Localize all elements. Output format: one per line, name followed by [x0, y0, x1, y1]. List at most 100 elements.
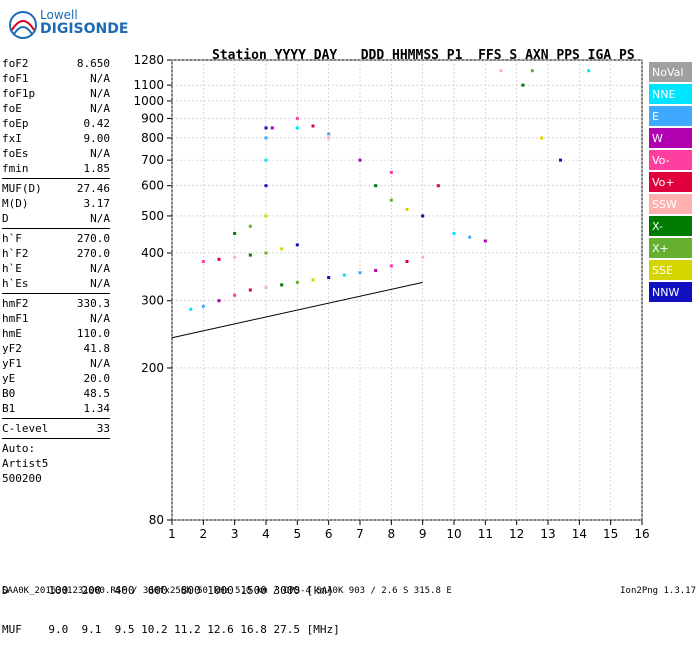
echo-point — [311, 278, 315, 282]
divider — [2, 228, 110, 229]
header-values: SaoLuis 2016 Oct27 301 231000 RSF 1 715 … — [212, 96, 619, 111]
param-name: hmF1 — [2, 312, 29, 325]
param-value: N/A — [90, 312, 110, 325]
param-name: D — [2, 212, 9, 225]
param-row: B1 1.34 — [2, 401, 110, 416]
legend-item: SSW — [649, 194, 692, 214]
parameters-panel: foF2 8.650 foF1 N/A foF1p N/A foE N/A foEp 0.42 fx… — [2, 56, 110, 486]
param-row: M(D) 3.17 — [2, 196, 110, 211]
param-name: foF2 — [2, 57, 29, 70]
legend-item: NoVal — [649, 62, 692, 82]
param-value: 0.42 — [83, 117, 111, 130]
distance-row: D 100 200 400 600 800 1000 1500 3000 [km… — [2, 584, 334, 597]
param-row: foEs N/A — [2, 146, 110, 161]
param-row: D N/A — [2, 211, 110, 226]
echo-point — [217, 299, 221, 303]
param-value: 41.8 — [83, 342, 111, 355]
divider — [2, 418, 110, 419]
param-row: fmin 1.85 — [2, 161, 110, 176]
y-tick-label: 800 — [141, 131, 164, 145]
y-tick-label: 900 — [141, 111, 164, 125]
param-value: N/A — [90, 72, 110, 85]
param-name: foF1p — [2, 87, 36, 100]
param-value: 8.650 — [76, 57, 110, 70]
param-name: yF2 — [2, 342, 22, 355]
echo-point — [248, 224, 252, 228]
x-tick-label: 13 — [540, 527, 555, 541]
header-labels: Station YYYY DAY DDD HHMMSS P1 FFS S AXN… — [212, 48, 635, 63]
y-tick-label: 700 — [141, 153, 164, 167]
param-value: N/A — [90, 277, 110, 290]
y-tick-label: 200 — [141, 361, 164, 375]
param-row: B0 48.5 — [2, 386, 110, 401]
params-group-virtual-heights: h`F 270.0 h`F2 270.0 h`E N/A h`Es N/A — [2, 231, 110, 291]
params-group-frequencies: foF2 8.650 foF1 N/A foF1p N/A foE N/A foEp 0.42 fx… — [2, 56, 110, 176]
autoscaling-notes: Auto: Artist5 500200 — [2, 441, 110, 486]
param-value: 270.0 — [76, 247, 110, 260]
x-tick-label: 6 — [325, 527, 333, 541]
y-tick-label: 1000 — [133, 94, 164, 108]
param-row: fxI 9.00 — [2, 131, 110, 146]
y-tick-label: 400 — [141, 246, 164, 260]
param-row: yE 20.0 — [2, 371, 110, 386]
param-value: 110.0 — [76, 327, 110, 340]
muf-table: D 100 200 400 600 800 1000 1500 3000 [km… — [2, 558, 340, 649]
echo-point — [264, 184, 268, 188]
echo-point — [217, 257, 221, 261]
echo-point — [280, 283, 284, 287]
param-value: 48.5 — [83, 387, 111, 400]
param-name: foF1 — [2, 72, 29, 85]
param-name: hmE — [2, 327, 22, 340]
param-name: foE — [2, 102, 22, 115]
x-tick-label: 16 — [634, 527, 649, 541]
param-row: hmE 110.0 — [2, 326, 110, 341]
legend-item: W — [649, 128, 692, 148]
echo-point — [405, 259, 409, 263]
param-name: fxI — [2, 132, 22, 145]
muf-row: MUF 9.0 9.1 9.5 10.2 11.2 12.6 16.8 27.5… — [2, 623, 340, 636]
y-tick-label: 1280 — [133, 53, 164, 67]
x-tick-label: 3 — [231, 527, 239, 541]
param-name: B1 — [2, 402, 16, 415]
param-row: h`F2 270.0 — [2, 246, 110, 261]
param-value: 3.17 — [83, 197, 111, 210]
echo-point — [327, 132, 331, 136]
legend-item: Vo- — [649, 150, 692, 170]
divider — [2, 293, 110, 294]
param-name: M(D) — [2, 197, 29, 210]
echo-point — [421, 255, 425, 259]
plot-area — [171, 59, 643, 521]
legend-item: X+ — [649, 238, 692, 258]
param-name: h`F2 — [2, 247, 29, 260]
x-tick-label: 9 — [419, 527, 427, 541]
param-row: C-level 33 — [2, 421, 110, 436]
param-name: C-level — [2, 422, 49, 435]
param-value: N/A — [90, 212, 110, 225]
x-tick-label: 10 — [446, 527, 461, 541]
param-value: 270.0 — [76, 232, 110, 245]
y-tick-label: 80 — [149, 513, 164, 527]
x-tick-label: 5 — [294, 527, 302, 541]
y-tick-label: 1100 — [133, 78, 164, 92]
param-row: h`Es N/A — [2, 276, 110, 291]
echo-point — [374, 268, 378, 272]
params-group-muf: MUF(D) 27.46 M(D) 3.17 D N/A — [2, 181, 110, 226]
param-row: hmF1 N/A — [2, 311, 110, 326]
x-tick-label: 1 — [168, 527, 176, 541]
param-value: N/A — [90, 87, 110, 100]
echo-point — [264, 285, 268, 289]
param-name: MUF(D) — [2, 182, 42, 195]
param-row: h`E N/A — [2, 261, 110, 276]
y-tick-label: 500 — [141, 209, 164, 223]
param-name: h`F — [2, 232, 22, 245]
echo-point — [264, 136, 268, 140]
echo-point — [248, 288, 252, 292]
echo-point — [358, 271, 362, 275]
echo-point — [280, 247, 284, 251]
param-row: hmF2 330.3 — [2, 296, 110, 311]
echo-point — [389, 170, 393, 174]
x-tick-label: 4 — [262, 527, 270, 541]
param-value: 1.34 — [83, 402, 111, 415]
echo-point — [421, 214, 425, 218]
echo-point — [436, 184, 440, 188]
